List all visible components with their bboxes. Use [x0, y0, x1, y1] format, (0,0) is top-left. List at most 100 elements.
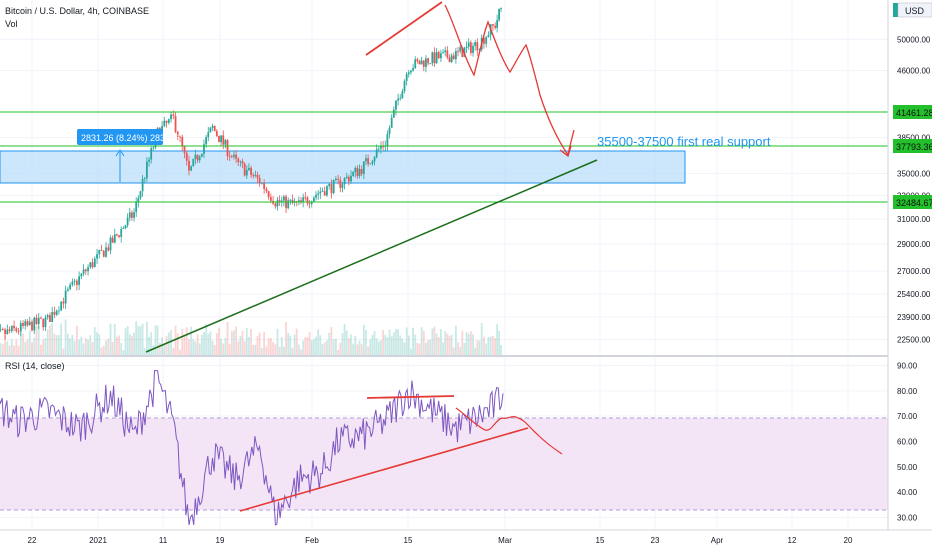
volume-bar	[321, 344, 324, 355]
volume-bar	[190, 326, 193, 355]
rsi-line	[0, 370, 504, 526]
time-tick-label: 2021	[89, 536, 107, 545]
volume-bar	[230, 331, 233, 355]
candle-body	[31, 321, 33, 331]
volume-bar	[310, 340, 313, 355]
volume-bar	[209, 331, 212, 355]
volume-bar	[358, 340, 361, 355]
candle-body	[472, 45, 474, 53]
volume-bar	[37, 325, 40, 355]
candle-body	[321, 191, 324, 192]
candle-body	[122, 228, 125, 229]
volume-bar	[312, 339, 315, 355]
volume-bar	[335, 338, 337, 355]
volume-bar	[330, 326, 333, 355]
volume-bar	[40, 344, 42, 355]
candle-body	[245, 169, 248, 176]
candle-body	[26, 321, 29, 326]
candle-body	[399, 98, 402, 100]
candle-body	[416, 59, 419, 61]
candle-body	[373, 157, 376, 162]
currency-badge[interactable]	[897, 2, 932, 18]
volume-bar	[265, 346, 268, 355]
candle-body	[126, 217, 129, 226]
rsi-tick-label: 30.00	[897, 513, 918, 522]
candle-body	[58, 310, 60, 312]
time-tick-label: 15	[596, 536, 605, 545]
volume-bar	[218, 327, 220, 355]
time-tick-label: 19	[216, 536, 225, 545]
volume-bar	[154, 325, 157, 355]
candle-body	[492, 24, 494, 26]
volume-bar	[399, 335, 402, 355]
volume-bar	[198, 343, 201, 355]
red-projection-price[interactable]	[444, 4, 575, 157]
candle-body	[485, 37, 488, 44]
candle-body	[248, 167, 250, 170]
volume-bar	[339, 342, 342, 355]
volume-bar	[46, 329, 49, 355]
candle-body	[280, 200, 283, 203]
volume-bar	[298, 344, 300, 355]
candle-body	[135, 202, 138, 213]
candle-body	[66, 289, 69, 291]
volume-bar	[245, 327, 248, 355]
volume-bars	[0, 319, 502, 355]
candle-body	[118, 235, 120, 237]
price-tick-label: 50000.00	[897, 35, 931, 44]
volume-label[interactable]: Vol	[5, 19, 18, 29]
volume-bar	[148, 336, 150, 355]
candle-body	[335, 178, 337, 180]
candle-body	[308, 203, 311, 205]
volume-bar	[343, 324, 346, 355]
candle-body	[350, 175, 352, 182]
candle-body	[267, 191, 270, 198]
candle-body	[289, 199, 292, 201]
volume-bar	[243, 341, 246, 355]
red-support-line-rsi-long[interactable]	[239, 427, 529, 512]
volume-bar	[60, 323, 63, 355]
volume-bar	[440, 329, 442, 355]
volume-bar	[397, 329, 399, 355]
red-resistance-line-rsi[interactable]	[366, 395, 455, 399]
price-tick-label: 35000.00	[897, 169, 931, 178]
volume-bar	[26, 339, 29, 355]
candle-body	[474, 42, 477, 46]
green-trendline[interactable]	[145, 159, 598, 353]
volume-bar	[276, 328, 279, 355]
candle-body	[420, 60, 423, 65]
red-resistance-line-price[interactable]	[365, 1, 443, 56]
candle-body	[124, 225, 127, 229]
volume-bar	[347, 338, 350, 355]
candle-body	[498, 8, 500, 21]
candle-body	[69, 284, 72, 290]
candle-body	[205, 137, 208, 145]
volume-bar	[53, 333, 56, 355]
support-zone[interactable]	[0, 150, 686, 184]
candle-body	[382, 146, 385, 148]
candle-body	[100, 249, 103, 251]
candle-body	[278, 200, 281, 203]
volume-bar	[308, 331, 311, 355]
volume-bar	[469, 331, 472, 355]
candle-body	[457, 51, 459, 52]
currency-badge-accent	[893, 3, 898, 17]
symbol-title[interactable]: Bitcoin / U.S. Dollar, 4h, COINBASE	[5, 6, 149, 16]
candle-body	[414, 59, 417, 69]
candle-body	[455, 51, 457, 60]
volume-bar	[179, 349, 181, 355]
time-tick-label: 22	[28, 536, 37, 545]
volume-bar	[332, 339, 335, 355]
candle-body	[494, 25, 497, 28]
red-projection-rsi[interactable]	[455, 407, 563, 455]
volume-bar	[241, 330, 244, 355]
support-annotation[interactable]: 35500-37500 first real support	[597, 134, 771, 149]
candle-body	[75, 280, 78, 285]
candle-body	[28, 321, 31, 326]
volume-bar	[4, 335, 6, 355]
rsi-label[interactable]: RSI (14, close)	[5, 361, 65, 371]
volume-bar	[377, 341, 380, 355]
candle-body	[53, 312, 56, 315]
volume-bar	[17, 345, 20, 355]
price-tick-label: 46000.00	[897, 67, 931, 76]
